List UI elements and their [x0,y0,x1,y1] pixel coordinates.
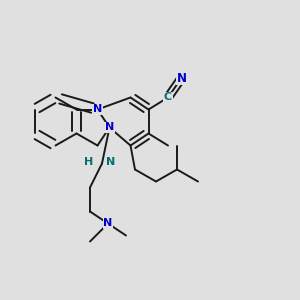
Text: N: N [103,218,112,229]
Text: N: N [93,104,102,115]
Text: C: C [164,92,172,103]
Text: N: N [105,122,114,133]
Text: N: N [176,71,187,85]
Text: N: N [106,157,115,167]
Text: H: H [84,157,93,167]
